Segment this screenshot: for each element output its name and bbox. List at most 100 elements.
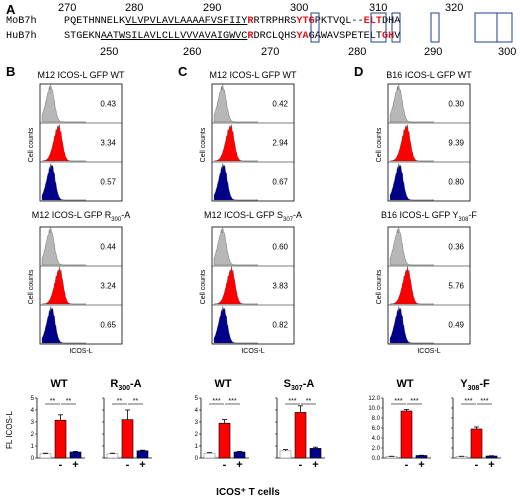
significance-marker: ** bbox=[66, 398, 72, 405]
gfp-plus-histogram bbox=[213, 163, 258, 201]
panel-c: C M12 ICOS-L GFP WT 0.42 2.94 0.67 Cell count… bbox=[178, 64, 302, 355]
y-tick-label: 10.0 bbox=[368, 406, 380, 412]
mfi-value: 9.39 bbox=[448, 139, 464, 148]
y-axis-label: Cell counts bbox=[28, 127, 35, 162]
mfi-value: 0.42 bbox=[272, 100, 288, 109]
mouse-label: MoB7h bbox=[6, 15, 37, 27]
panels-bcd: B M12 ICOS-L GFP WT 0.43 3.34 0.57 Cell count… bbox=[5, 64, 501, 471]
top-number: 280 bbox=[125, 2, 143, 14]
mfi-value: 0.80 bbox=[448, 178, 464, 187]
gfp-plus-bar bbox=[485, 455, 498, 459]
panel-letter: B bbox=[6, 64, 15, 79]
box-dh bbox=[496, 12, 513, 43]
y-tick-label: 12.0 bbox=[368, 396, 380, 402]
y-tick-label: 3 bbox=[31, 420, 35, 426]
box-g bbox=[391, 12, 401, 43]
bar-chart: WT 0.0 2.0 4.0 6.0 8.0 10.0 12.0 *** *** - + bbox=[368, 378, 431, 471]
gfp-minus-bar bbox=[218, 422, 231, 459]
histogram-frame bbox=[387, 83, 471, 202]
bottom-number: 290 bbox=[424, 46, 442, 58]
gfp-plus-bar bbox=[415, 455, 428, 459]
y-tick-label: 2 bbox=[31, 432, 35, 438]
gfp-plus-histogram bbox=[41, 163, 86, 201]
x-label-plus: + bbox=[72, 459, 78, 471]
x-label-plus: + bbox=[139, 459, 145, 471]
shared-y-label: FL ICOS-L bbox=[5, 410, 14, 448]
x-label-minus: - bbox=[59, 459, 63, 471]
significance-marker: *** bbox=[394, 398, 402, 405]
human-tm-segment: AATWSILAVLCLLVVVAVAIGWVC bbox=[101, 31, 248, 42]
top-number: 320 bbox=[445, 2, 463, 14]
bottom-number: 250 bbox=[100, 46, 118, 58]
y-tick-label: 1 bbox=[195, 444, 199, 450]
y-tick-label: 2.0 bbox=[372, 446, 381, 452]
mutant-histogram-title: M12 ICOS-L GFP S307-A bbox=[204, 210, 302, 223]
gfp-minus-bar bbox=[121, 419, 134, 459]
bar-chart-title: S307-A bbox=[284, 378, 315, 392]
box-r300 bbox=[310, 12, 320, 43]
bar-chart: WT 0 1 2 3 4 5 *** *** - + bbox=[195, 378, 249, 471]
gfp-minus-histogram bbox=[41, 124, 86, 162]
panel-b: B M12 ICOS-L GFP WT 0.43 3.34 0.57 Cell count… bbox=[6, 64, 130, 355]
x-label-minus: - bbox=[223, 459, 227, 471]
bar-chart: WT 0 1 2 3 4 5 ** ** - + bbox=[31, 378, 85, 471]
gfp-plus-histogram bbox=[213, 306, 258, 344]
significance-marker: *** bbox=[228, 398, 236, 405]
gfp-minus-histogram bbox=[389, 266, 434, 305]
top-number: 300 bbox=[290, 2, 308, 14]
control-bar bbox=[279, 450, 292, 459]
wt-histograms: 0.43 3.34 0.57 bbox=[39, 83, 123, 202]
mouse-tm-segment: VLVPVLAVLAAAAFVSFIIY bbox=[125, 16, 247, 27]
significance-marker: ** bbox=[306, 398, 312, 405]
box-sy bbox=[370, 12, 387, 43]
bottom-number: 280 bbox=[348, 46, 366, 58]
top-number: 290 bbox=[203, 2, 221, 14]
x-label-plus: + bbox=[418, 459, 424, 471]
y-axis-label: Cell counts bbox=[200, 269, 207, 304]
mfi-value: 0.60 bbox=[272, 243, 288, 252]
x-label-minus: - bbox=[405, 459, 409, 471]
box-v bbox=[430, 12, 440, 43]
mfi-value: 0.82 bbox=[272, 321, 288, 330]
gfp-minus-bar bbox=[470, 428, 483, 459]
bottom-number: 300 bbox=[498, 46, 516, 58]
gfp-minus-histogram bbox=[213, 266, 258, 305]
mfi-value: 0.49 bbox=[448, 321, 464, 330]
mutant-histograms: 0.60 3.83 0.82 bbox=[211, 226, 295, 345]
wt-histogram-title: M12 ICOS-L GFP WT bbox=[209, 70, 297, 80]
gfp-minus-bar bbox=[294, 412, 307, 459]
wt-histograms: 0.42 2.94 0.67 bbox=[211, 83, 295, 202]
panel-letter: C bbox=[178, 64, 188, 79]
wt-histogram-title: B16 ICOS-L GFP WT bbox=[386, 70, 472, 80]
y-axis-label: Cell counts bbox=[376, 127, 383, 162]
y-tick-label: 0.0 bbox=[372, 456, 381, 462]
y-tick-label: 4.0 bbox=[372, 436, 381, 442]
y-tick-label: 5 bbox=[31, 396, 35, 402]
control-bar bbox=[106, 453, 119, 459]
y-tick-label: 4 bbox=[195, 408, 199, 414]
mutant-histograms: 0.44 3.24 0.65 bbox=[39, 226, 123, 345]
control-bar bbox=[203, 452, 216, 459]
mutant-histogram-title: B16 ICOS-L GFP Y308-F bbox=[381, 210, 477, 223]
bottom-number: 260 bbox=[183, 46, 201, 58]
mfi-value: 0.67 bbox=[272, 178, 288, 187]
y-axis-label: Cell counts bbox=[28, 269, 35, 304]
bottom-residue-numbers: 250 260 270 280 290 300 bbox=[100, 46, 516, 58]
bar-chart-title: R300-A bbox=[110, 378, 141, 392]
y-axis-label: Cell counts bbox=[376, 269, 383, 304]
control-histogram bbox=[389, 84, 434, 123]
mutant-histograms: 0.36 5.76 0.49 bbox=[387, 226, 471, 345]
wt-histogram-title: M12 ICOS-L GFP WT bbox=[37, 70, 125, 80]
x-label-plus: + bbox=[312, 459, 318, 471]
top-residue-numbers: 270 280 290 300 310 320 bbox=[58, 2, 463, 14]
gfp-plus-histogram bbox=[41, 306, 86, 344]
panel-d-bars: WT0.02.04.06.08.010.012.0 *** ***- +Y308-F*… bbox=[368, 378, 501, 471]
mfi-value: 0.44 bbox=[100, 243, 116, 252]
gfp-minus-bar bbox=[400, 410, 413, 459]
y-tick-label: 3 bbox=[195, 420, 199, 426]
top-number: 310 bbox=[369, 2, 387, 14]
gfp-plus-bar bbox=[69, 451, 82, 459]
mfi-value: 0.43 bbox=[100, 100, 116, 109]
